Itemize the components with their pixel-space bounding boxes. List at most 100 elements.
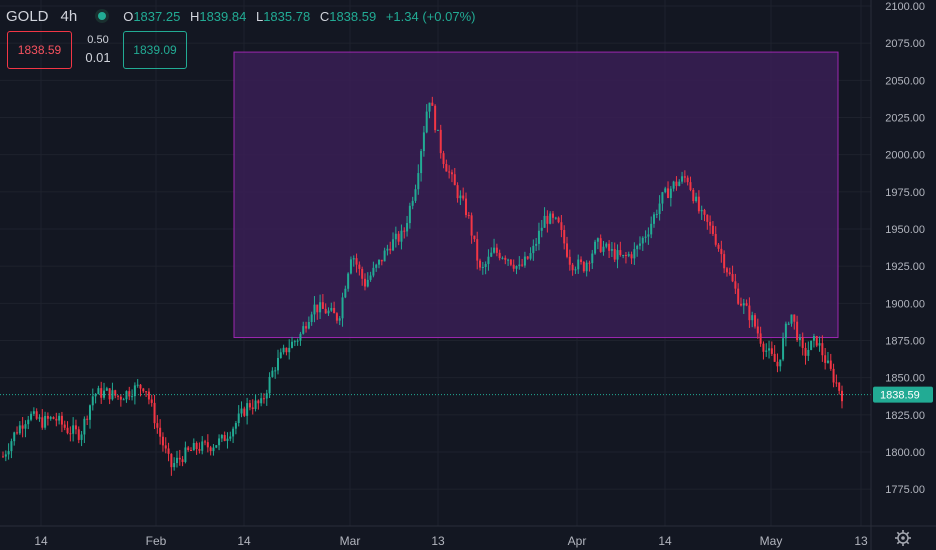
candle-body: [41, 417, 44, 428]
candle-body: [824, 355, 827, 363]
candle-body: [566, 243, 569, 257]
candle-body: [117, 395, 120, 397]
sell-button[interactable]: 1838.59: [7, 31, 72, 69]
candle-body: [232, 428, 235, 437]
timeframe-label[interactable]: 4h: [60, 7, 78, 25]
candle-body: [672, 181, 675, 189]
candle-body: [80, 434, 83, 440]
candle-body: [178, 457, 181, 460]
candle-body: [349, 259, 352, 274]
candle-body: [551, 213, 554, 218]
candle-body: [7, 451, 10, 455]
candle-body: [240, 408, 243, 414]
candle-body: [369, 275, 372, 280]
candle-body: [72, 425, 75, 434]
candle-body: [52, 417, 55, 419]
high-value: 1839.84: [199, 8, 247, 24]
candle-body: [714, 233, 717, 245]
candle-body: [596, 238, 599, 242]
candle-body: [397, 233, 400, 242]
candle-body: [751, 315, 754, 321]
candle-body: [658, 203, 661, 214]
candle-body: [521, 264, 524, 266]
candle-body: [10, 441, 13, 452]
candle-body: [518, 264, 521, 267]
candle-body: [279, 352, 282, 358]
candle-body: [100, 388, 103, 398]
candle-body: [91, 396, 94, 406]
candle-body: [260, 398, 263, 404]
buy-button[interactable]: 1839.09: [123, 31, 187, 69]
candle-body: [201, 441, 204, 451]
candle-body: [403, 230, 406, 232]
candle-body: [591, 253, 594, 264]
time-tick-label: May: [760, 534, 783, 548]
candle-body: [812, 336, 815, 341]
candle-body: [734, 281, 737, 289]
candle-body: [622, 255, 625, 257]
candle-body: [647, 234, 650, 237]
price-tick-label: 1825.00: [885, 410, 925, 422]
candle-body: [125, 391, 128, 400]
symbol-name[interactable]: GOLD: [6, 7, 49, 25]
candle-body: [832, 368, 835, 383]
candle-body: [30, 413, 33, 420]
candle-body: [560, 222, 563, 231]
candle-body: [333, 307, 336, 314]
candle-body: [131, 396, 134, 398]
candle-body: [759, 333, 762, 344]
candle-body: [571, 264, 574, 271]
candle-body: [352, 258, 355, 260]
candle-body: [610, 249, 613, 251]
time-tick-label: Feb: [146, 534, 167, 548]
time-tick-label: Apr: [568, 534, 587, 548]
price-tick-label: 2000.00: [885, 150, 925, 162]
candle-body: [313, 304, 316, 315]
candle-body: [128, 391, 131, 397]
candle-body: [577, 259, 580, 270]
candle-body: [546, 215, 549, 224]
candle-body: [501, 257, 504, 259]
candle-body: [38, 417, 41, 419]
candle-body: [599, 238, 602, 252]
candle-body: [464, 198, 467, 215]
candle-body: [762, 343, 765, 352]
candle-body: [63, 424, 66, 428]
time-tick-label: Mar: [340, 534, 361, 548]
candle-body: [2, 456, 4, 458]
candle-body: [445, 164, 448, 172]
candle-body: [86, 418, 89, 420]
candle-body: [588, 262, 591, 264]
candle-body: [467, 214, 470, 216]
candle-body: [105, 388, 108, 391]
candle-body: [720, 248, 723, 255]
price-tick-label: 2075.00: [885, 38, 925, 50]
candle-body: [291, 341, 294, 348]
candle-body: [512, 264, 515, 269]
candle-body: [773, 353, 776, 362]
candle-body: [355, 258, 358, 265]
candle-body: [375, 264, 378, 268]
candle-body: [442, 153, 445, 165]
candle-body: [417, 173, 420, 190]
candle-body: [122, 399, 125, 401]
candle-body: [16, 432, 19, 434]
candle-body: [818, 343, 821, 346]
candle-body: [181, 459, 184, 463]
candle-body: [796, 321, 799, 341]
gear-icon[interactable]: [895, 530, 911, 546]
candle-body: [481, 266, 484, 268]
quantity-input[interactable]: 0.01: [85, 50, 111, 65]
time-axis: 14 Feb 14 Mar 13 Apr 14 May 13: [34, 534, 868, 548]
drawn-rectangle[interactable]: [233, 51, 839, 339]
candle-body: [220, 435, 223, 439]
price-tick-label: 2100.00: [885, 1, 925, 13]
candle-body: [77, 429, 80, 440]
candle-body: [46, 415, 49, 419]
candle-body: [624, 255, 627, 257]
candle-body: [765, 350, 768, 352]
candle-body: [215, 445, 218, 448]
candle-body: [237, 413, 240, 424]
candle-body: [810, 340, 813, 350]
